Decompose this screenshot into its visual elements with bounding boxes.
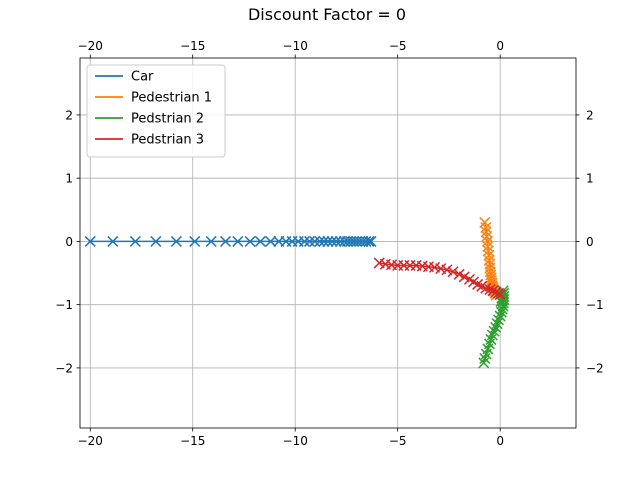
x-tick-label-bottom: −10 (283, 434, 308, 448)
x-tick-label-top: 0 (496, 39, 504, 53)
y-tick-label-right: −1 (586, 298, 604, 312)
data-point-marker (107, 235, 119, 247)
data-point-marker (189, 235, 201, 247)
data-point-marker (478, 357, 490, 369)
data-point-marker (265, 235, 277, 247)
data-point-marker (495, 306, 507, 318)
legend: Car Pedestrian 1 Pedstrian 2 Pedstrian 3 (86, 64, 226, 158)
data-point-marker (492, 314, 505, 326)
data-point-marker (441, 264, 453, 276)
data-point-marker (219, 235, 232, 247)
chart-title: Discount Factor = 0 (248, 5, 406, 24)
data-point-marker (494, 310, 506, 322)
data-point-marker (298, 235, 310, 247)
data-point-marker (360, 235, 372, 247)
x-tick-label-top: −15 (180, 39, 205, 53)
data-point-marker (326, 235, 338, 247)
data-point-marker (150, 235, 162, 247)
axis-ticks: −20−20−15−15−10−10−5−500−2 −2−1 −10 01 12 2 (55, 39, 603, 448)
data-point-marker (487, 285, 499, 297)
legend-frame (86, 64, 226, 158)
data-point-marker (482, 245, 494, 257)
x-tick-label-top: −5 (389, 39, 407, 53)
data-point-marker (497, 289, 509, 301)
y-tick-label-right: 2 (586, 108, 594, 122)
y-tick-label-left: 2 (65, 108, 73, 122)
data-point-marker (447, 266, 459, 278)
data-point-marker (482, 240, 494, 253)
data-point-marker (232, 235, 244, 247)
legend-label: Car (131, 70, 154, 85)
x-tick-label-bottom: 0 (496, 434, 504, 448)
y-tick-label-right: −2 (586, 361, 604, 375)
y-tick-label-left: 0 (65, 235, 73, 249)
data-point-marker (244, 235, 256, 247)
y-tick-label-right: 0 (586, 235, 594, 249)
data-point-marker (480, 221, 492, 234)
data-point-marker (309, 235, 321, 247)
x-tick-label-bottom: −5 (389, 434, 407, 448)
data-point-marker (488, 325, 500, 337)
data-point-marker (170, 235, 182, 247)
x-tick-label-top: −20 (78, 39, 103, 53)
data-point-marker (322, 235, 334, 247)
data-point-marker (254, 235, 266, 247)
data-point-marker (480, 226, 492, 238)
data-point-marker (486, 329, 498, 341)
data-point-marker (330, 235, 342, 247)
y-tick-label-left: −2 (55, 361, 73, 375)
data-point-marker (494, 289, 506, 301)
data-point-marker (314, 235, 326, 247)
data-point-marker (318, 235, 330, 247)
data-point-marker (484, 283, 496, 296)
series-2 (479, 216, 502, 301)
plot-area (84, 216, 510, 369)
legend-label: Pedstrian 3 (131, 133, 204, 148)
series-1 (84, 235, 377, 247)
data-point-marker (483, 249, 495, 261)
data-point-marker (205, 235, 217, 247)
y-tick-label-left: −1 (55, 298, 73, 312)
data-point-marker (365, 235, 377, 247)
legend-label: Pedstrian 2 (131, 112, 204, 127)
data-point-marker (304, 235, 316, 247)
data-point-marker (363, 235, 375, 247)
data-point-marker (129, 235, 141, 247)
y-tick-label-right: 1 (586, 172, 594, 186)
y-tick-label-left: 1 (65, 172, 73, 186)
data-point-marker (480, 282, 492, 294)
data-point-marker (491, 318, 503, 330)
series-4 (373, 257, 506, 301)
x-tick-label-bottom: −20 (78, 434, 103, 448)
data-point-marker (490, 321, 502, 333)
legend-label: Pedestrian 1 (131, 91, 212, 106)
x-tick-label-bottom: −15 (180, 434, 205, 448)
data-point-marker (481, 235, 493, 247)
x-tick-label-top: −10 (283, 39, 308, 53)
data-point-marker (84, 235, 96, 247)
axes-frame (79, 57, 577, 429)
